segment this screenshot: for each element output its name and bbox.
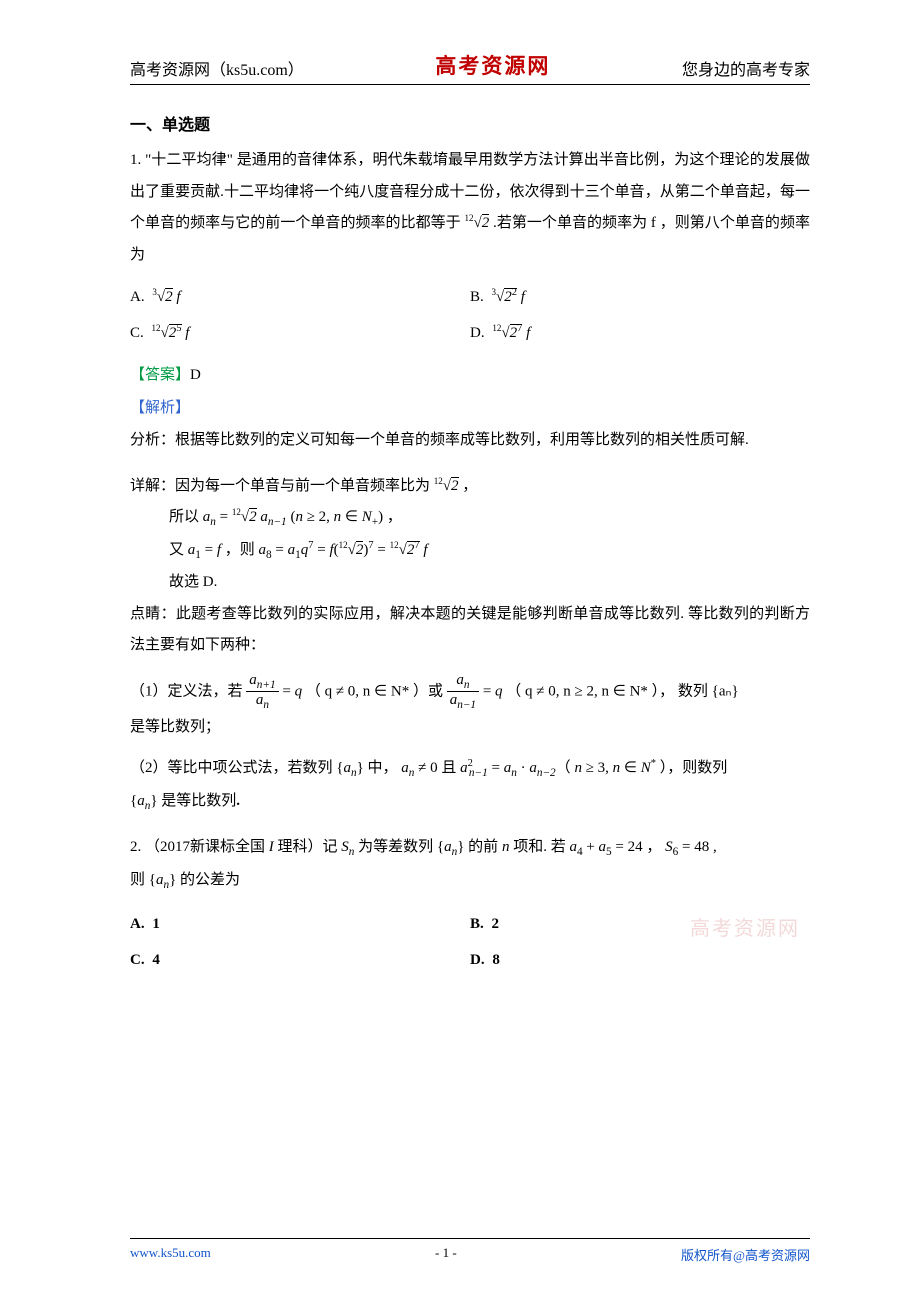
q1-option-c: C. 12√25 f: [130, 315, 470, 351]
option-label: A.: [130, 916, 145, 932]
option-label: D.: [470, 325, 485, 341]
q1-method1-tail: 是等比数列；: [130, 712, 810, 744]
q1-option-d: D. 12√27 f: [470, 315, 810, 351]
fraction-icon: an+1an: [246, 672, 278, 712]
fraction-icon: anan−1: [447, 672, 479, 712]
q1-analysis-p1: 分析：根据等比数列的定义可知每一个单音的频率成等比数列，利用等比数列的相关性质可…: [130, 425, 810, 457]
q1-line-c: 故选 D.: [130, 567, 810, 599]
q1-ratio-expr: 12√2: [465, 215, 490, 231]
q1-line-b: 又 a1 = f ，则 a8 = a1q7 = f(12√2)7 = 12√27…: [130, 535, 810, 568]
detail-suffix: ，: [459, 478, 478, 494]
q2-stem: 2. （2017新课标全国 I 理科）记 Sn 为等差数列 {an} 的前 n …: [130, 832, 810, 865]
option-label: C.: [130, 325, 144, 341]
answer-value: D: [190, 367, 201, 383]
q2-option-c: C. 4: [130, 942, 470, 978]
option-expr: 3√22 f: [492, 289, 525, 305]
header-center-logo: 高考资源网: [435, 50, 550, 80]
header-right: 您身边的高考专家: [682, 56, 810, 80]
option-value: 4: [152, 952, 160, 968]
page-number: - 1 -: [435, 1245, 457, 1264]
q2-options: A. 1 B. 2 C. 4 D. 8: [130, 906, 810, 978]
method1-a: （1）定义法，若: [130, 683, 246, 699]
q1-comment: 点睛：此题考查等比数列的实际应用，解决本题的关键是能够判断单音成等比数列. 等比…: [130, 599, 810, 662]
option-expr: 12√25 f: [152, 325, 190, 341]
option-expr: 3√2 f: [152, 289, 180, 305]
option-value: 8: [492, 952, 500, 968]
page-footer: www.ks5u.com - 1 - 版权所有@高考资源网: [130, 1238, 810, 1264]
method1-b: （ q ≠ 0, n ∈ N* ）或: [306, 683, 447, 699]
option-label: B.: [470, 916, 484, 932]
q1-answer-line: 【答案】D: [130, 359, 810, 392]
q1-method1: （1）定义法，若 an+1an = q （ q ≠ 0, n ∈ N* ）或 a…: [130, 672, 810, 712]
q1-method2: （2）等比中项公式法，若数列 {an} 中， an ≠ 0 且 a2n−1 = …: [130, 753, 810, 786]
q1-stem: 1. "十二平均律" 是通用的音律体系，明代朱载堉最早用数学方法计算出半音比例，…: [130, 145, 810, 271]
q1-method2-tail: {an} 是等比数列.: [130, 786, 810, 819]
q2-option-b: B. 2: [470, 906, 810, 942]
q1-option-b: B. 3√22 f: [470, 279, 810, 315]
q2-stem-b: 则 {an} 的公差为: [130, 865, 810, 898]
header-left: 高考资源网（ks5u.com）: [130, 56, 304, 80]
footer-copyright: 版权所有@高考资源网: [681, 1245, 810, 1264]
answer-label: 【答案】: [130, 367, 190, 383]
detail-prefix: 详解：因为每一个单音与前一个单音频率比为: [130, 478, 434, 494]
page: 高考资源网（ks5u.com） 高考资源网 您身边的高考专家 一、单选题 1. …: [0, 0, 920, 1302]
q1-line-a: 所以 an = 12√2 an−1 (n ≥ 2, n ∈ N+) ，: [130, 502, 810, 535]
option-value: 2: [492, 916, 500, 932]
option-expr: 12√27 f: [492, 325, 530, 341]
page-header: 高考资源网（ks5u.com） 高考资源网 您身边的高考专家: [130, 50, 810, 85]
q2-option-d: D. 8: [470, 942, 810, 978]
analysis-label: 【解析】: [130, 392, 810, 425]
option-label: B.: [470, 289, 484, 305]
option-label: A.: [130, 289, 145, 305]
option-label: D.: [470, 952, 485, 968]
option-label: C.: [130, 952, 145, 968]
option-value: 1: [152, 916, 160, 932]
q1-option-a: A. 3√2 f: [130, 279, 470, 315]
section-title: 一、单选题: [130, 111, 810, 135]
q2-option-a: A. 1: [130, 906, 470, 942]
q1-detail-line: 详解：因为每一个单音与前一个单音频率比为 12√2 ，: [130, 471, 810, 503]
footer-url: www.ks5u.com: [130, 1245, 211, 1264]
method1-c: （ q ≠ 0, n ≥ 2, n ∈ N* ）， 数列 {aₙ}: [506, 683, 738, 699]
q1-options: A. 3√2 f B. 3√22 f C. 12√25 f D. 12√27 f: [130, 279, 810, 351]
detail-ratio-expr: 12√2: [434, 478, 459, 494]
